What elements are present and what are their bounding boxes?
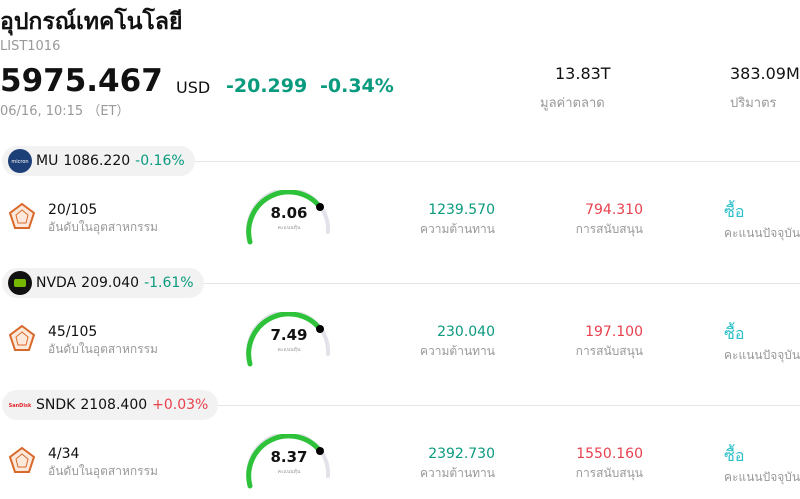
rank-icon bbox=[8, 446, 36, 478]
score: 7.49 bbox=[270, 326, 308, 344]
resistance-label: ความต้านทาน bbox=[420, 344, 495, 358]
action: ซื้อ bbox=[724, 202, 745, 221]
resistance: 230.040 bbox=[437, 324, 495, 340]
score: 8.06 bbox=[270, 204, 308, 222]
logo: SanDisk bbox=[8, 393, 32, 421]
action-label: คะแนนปัจจุบัน bbox=[724, 470, 800, 484]
rank-icon bbox=[8, 324, 36, 356]
logo: micron bbox=[8, 149, 32, 177]
rank-label: อันดับในอุตสาหกรรม bbox=[48, 220, 158, 234]
stock-price: 2108.400 bbox=[80, 397, 148, 413]
resistance-label: ความต้านทาน bbox=[420, 222, 495, 236]
gauge bbox=[246, 187, 334, 250]
stock-pill: SanDisk SNDK 2108.400 +0.03% bbox=[2, 390, 219, 421]
resistance-label: ความต้านทาน bbox=[420, 466, 495, 480]
stock-ticker: NVDA bbox=[36, 275, 77, 291]
stock-price: 1086.220 bbox=[63, 153, 131, 169]
divider bbox=[204, 283, 800, 284]
support: 197.100 bbox=[585, 324, 643, 340]
title: อุปกรณ์เทคโนโลยี bbox=[0, 9, 183, 35]
logo bbox=[8, 271, 32, 299]
support: 794.310 bbox=[585, 202, 643, 218]
score-label: คะแนนหุ้น bbox=[277, 469, 301, 475]
volume: 383.09M bbox=[730, 64, 800, 83]
divider bbox=[195, 161, 800, 162]
volume-label: ปริมาตร bbox=[730, 96, 777, 111]
resistance: 1239.570 bbox=[428, 202, 495, 218]
market-cap: 13.83T bbox=[555, 64, 611, 83]
gauge bbox=[246, 431, 334, 494]
change: -20.299 bbox=[226, 75, 308, 97]
stock-pill: NVDA 209.040 -1.61% bbox=[2, 268, 204, 298]
price: 5975.467 bbox=[0, 63, 163, 99]
rank-icon bbox=[8, 202, 36, 234]
resistance: 2392.730 bbox=[428, 446, 495, 462]
score-label: คะแนนหุ้น bbox=[277, 225, 301, 231]
svg-text:micron: micron bbox=[11, 159, 28, 165]
action: ซื้อ bbox=[724, 446, 745, 465]
svg-text:SanDisk: SanDisk bbox=[9, 403, 32, 409]
rank-label: อันดับในอุตสาหกรรม bbox=[48, 342, 158, 356]
score-label: คะแนนหุ้น bbox=[277, 347, 301, 353]
stock-ticker: SNDK bbox=[36, 397, 76, 413]
support-label: การสนับสนุน bbox=[575, 222, 643, 236]
support: 1550.160 bbox=[576, 446, 643, 462]
currency: USD bbox=[176, 78, 211, 97]
code: LIST1016 bbox=[0, 39, 61, 54]
stock-price: 209.040 bbox=[81, 275, 140, 291]
stock-change: -0.16% bbox=[135, 153, 185, 169]
change-pct: -0.34% bbox=[320, 75, 394, 97]
rank: 45/105 bbox=[48, 324, 98, 340]
market-cap-label: มูลค่าตลาด bbox=[540, 96, 605, 111]
action-label: คะแนนปัจจุบัน bbox=[724, 348, 800, 362]
rank: 20/105 bbox=[48, 202, 98, 218]
rank-label: อันดับในอุตสาหกรรม bbox=[48, 464, 158, 478]
action-label: คะแนนปัจจุบัน bbox=[724, 226, 800, 240]
support-label: การสนับสนุน bbox=[575, 344, 643, 358]
score: 8.37 bbox=[270, 448, 308, 466]
stock-change: -1.61% bbox=[144, 275, 194, 291]
stock-change: +0.03% bbox=[152, 397, 209, 413]
rank: 4/34 bbox=[48, 446, 80, 462]
stock-ticker: MU bbox=[36, 153, 59, 169]
support-label: การสนับสนุน bbox=[575, 466, 643, 480]
divider bbox=[218, 405, 800, 406]
stock-pill: micron MU 1086.220 -0.16% bbox=[2, 146, 195, 176]
time: 06/16, 10:15 （ET） bbox=[0, 104, 130, 119]
action: ซื้อ bbox=[724, 324, 745, 343]
gauge bbox=[246, 309, 334, 372]
